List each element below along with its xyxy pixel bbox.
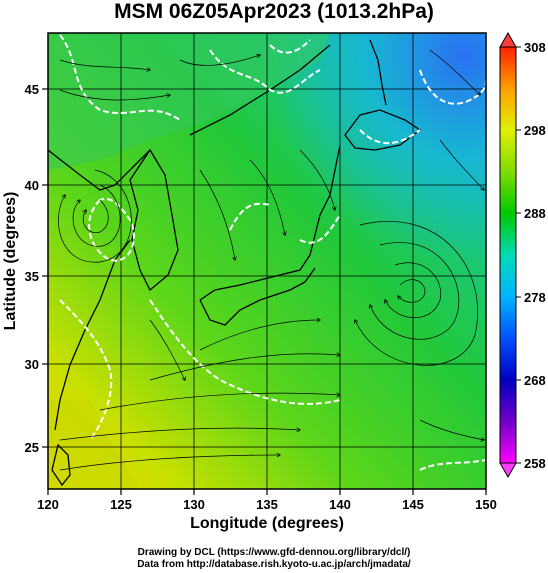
x-axis-title: Longitude (degrees)	[190, 515, 344, 532]
credit-data: Data from http://database.rish.kyoto-u.a…	[137, 559, 411, 570]
y-tick-label: 25	[25, 440, 39, 455]
colorbar-label: 268	[524, 373, 546, 388]
colorbar-gradient	[499, 46, 517, 464]
credit-drawing: Drawing by DCL (https://www.gfd-dennou.o…	[137, 547, 411, 558]
temperature-contours	[59, 34, 486, 471]
x-tick-label: 135	[256, 497, 278, 512]
x-tick-label: 150	[475, 497, 497, 512]
colorbar-bottom-triangle	[499, 462, 517, 479]
y-axis-title: Latitude (degrees)	[2, 192, 19, 331]
tick-marks	[42, 88, 487, 495]
wind-streamlines	[58, 49, 484, 471]
y-tick-label: 35	[25, 269, 39, 284]
colorbar-label: 288	[524, 206, 546, 221]
map-plot-area	[48, 33, 486, 489]
colorbar-label: 258	[524, 456, 546, 471]
warm-south-field	[48, 400, 140, 489]
x-tick-label: 130	[183, 497, 205, 512]
colorbar-top-triangle	[499, 31, 517, 48]
y-tick-label: 45	[25, 82, 39, 97]
grid-lines	[48, 33, 486, 489]
x-tick-label: 125	[110, 497, 132, 512]
x-tick-label: 140	[329, 497, 351, 512]
x-tick-label: 120	[37, 497, 59, 512]
x-tick-label: 145	[402, 497, 424, 512]
colorbar-label: 298	[524, 123, 546, 138]
y-tick-label: 30	[25, 357, 39, 372]
colorbar: 308 298 288 278 268 258	[499, 31, 546, 479]
colorbar-label: 278	[524, 290, 546, 305]
y-tick-label: 40	[25, 178, 39, 193]
map-title: MSM 06Z05Apr2023 (1013.2hPa)	[114, 0, 434, 23]
colorbar-label: 308	[524, 40, 546, 55]
